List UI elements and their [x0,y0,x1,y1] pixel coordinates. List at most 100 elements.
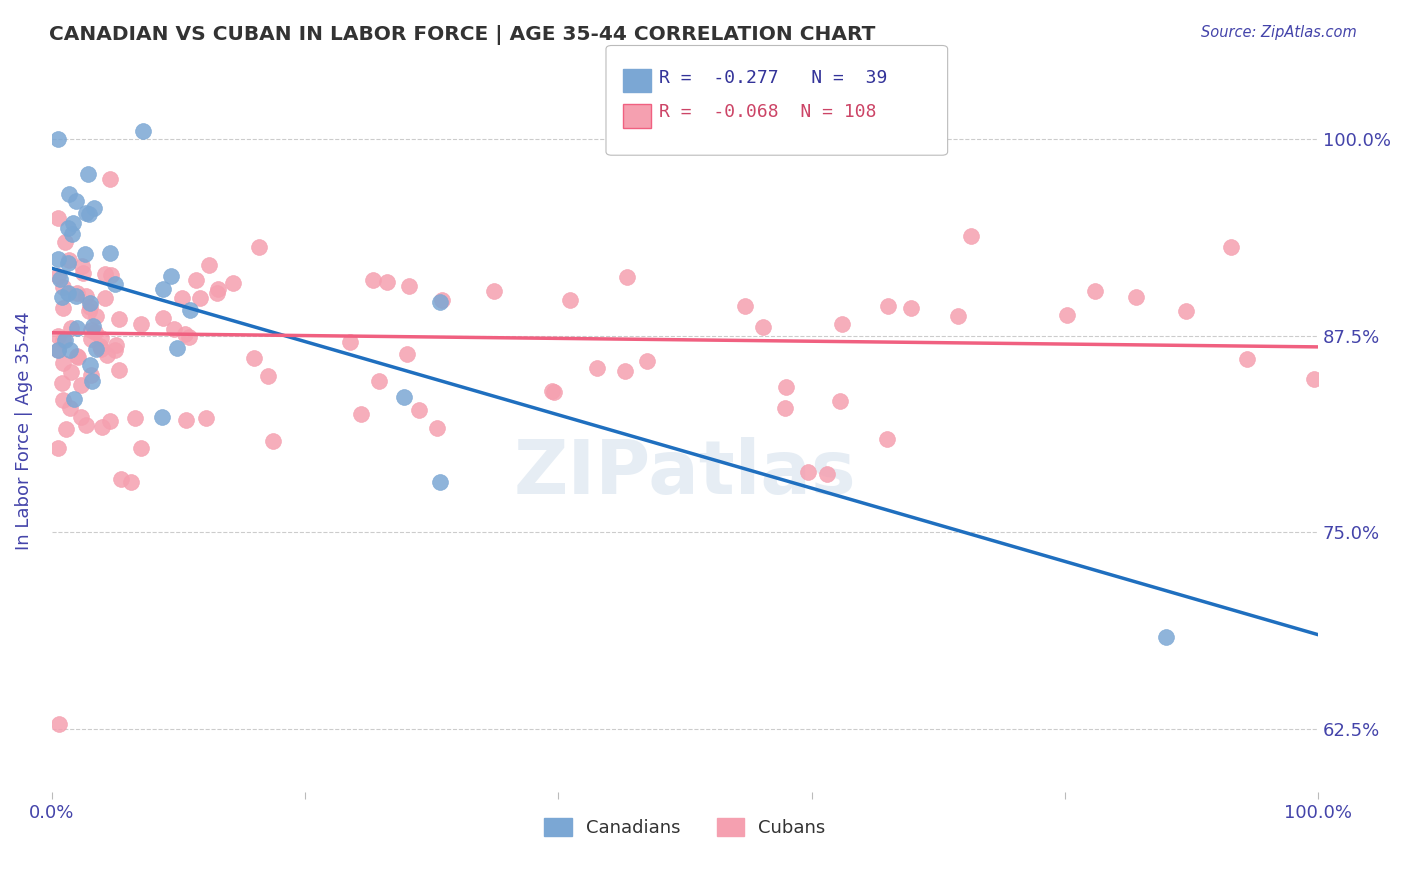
Point [429,295,451,310]
Point [152,282,174,296]
Point [98,171,121,186]
Point [67,351,90,365]
Point [152,410,174,425]
Point [396,347,419,361]
Point [75,289,97,303]
Point [429,475,451,489]
Point [49,271,72,285]
Point [129,318,152,332]
Point [256,368,278,383]
Text: R =  -0.277   N =  39: R = -0.277 N = 39 [659,69,887,87]
Point [751,320,773,334]
Point [339,334,361,349]
Point [46,252,69,266]
Point [79,296,101,310]
Point [1084,284,1107,298]
Point [89,339,111,353]
Point [75,247,97,261]
Point [80,368,103,382]
Point [734,299,756,313]
Point [1174,303,1197,318]
Point [52,301,75,315]
Point [408,402,430,417]
Point [84,310,107,324]
Point [1219,240,1241,254]
Point [179,302,201,317]
Point [46,441,69,455]
Point [482,285,505,299]
Point [166,341,188,355]
Point [59,365,82,379]
Point [177,329,200,343]
Point [207,282,229,296]
Point [46,211,69,225]
Y-axis label: In Labor Force | Age 35-44: In Labor Force | Age 35-44 [15,311,32,549]
Point [75,417,97,432]
Point [160,268,183,283]
Point [830,394,852,409]
Point [90,331,112,345]
Point [84,342,107,356]
Point [174,412,197,426]
Point [52,356,75,370]
Point [368,375,391,389]
Point [350,407,373,421]
Point [174,327,197,342]
Point [79,304,101,318]
Point [1236,351,1258,366]
Text: CANADIAN VS CUBAN IN LABOR FORCE | AGE 35-44 CORRELATION CHART: CANADIAN VS CUBAN IN LABOR FORCE | AGE 3… [49,25,876,45]
Legend: Canadians, Cubans: Canadians, Cubans [537,811,832,845]
Point [51,376,73,390]
Point [56,285,79,300]
Point [93,291,115,305]
Point [375,276,398,290]
Point [616,270,638,285]
Point [51,290,73,304]
Point [948,310,970,324]
Point [247,240,270,254]
Point [243,351,266,365]
Point [398,279,420,293]
Point [82,319,104,334]
Text: Source: ZipAtlas.com: Source: ZipAtlas.com [1201,25,1357,40]
Point [361,272,384,286]
Point [52,280,75,294]
Point [775,401,797,415]
Point [55,235,77,249]
Point [194,411,217,425]
Point [79,301,101,315]
Point [79,207,101,221]
Point [558,293,581,308]
Point [222,276,245,290]
Point [877,299,900,313]
Point [48,717,70,731]
Point [55,422,77,436]
Point [163,322,186,336]
Point [69,410,91,425]
Point [170,292,193,306]
Point [198,259,221,273]
Point [60,227,83,241]
Point [900,301,922,315]
Point [815,467,838,481]
Point [83,201,105,215]
Point [96,348,118,362]
Point [797,465,820,479]
Point [104,343,127,357]
Point [585,361,607,376]
Point [105,337,128,351]
Point [100,268,122,282]
Point [426,421,449,435]
Point [66,349,89,363]
Point [98,246,121,260]
Point [60,320,83,334]
Point [53,334,76,348]
Point [132,124,155,138]
Point [58,252,80,267]
Point [65,289,87,303]
Point [58,187,80,202]
Text: R =  -0.068  N = 108: R = -0.068 N = 108 [659,103,877,120]
Point [129,441,152,455]
Point [66,321,89,335]
Point [188,291,211,305]
